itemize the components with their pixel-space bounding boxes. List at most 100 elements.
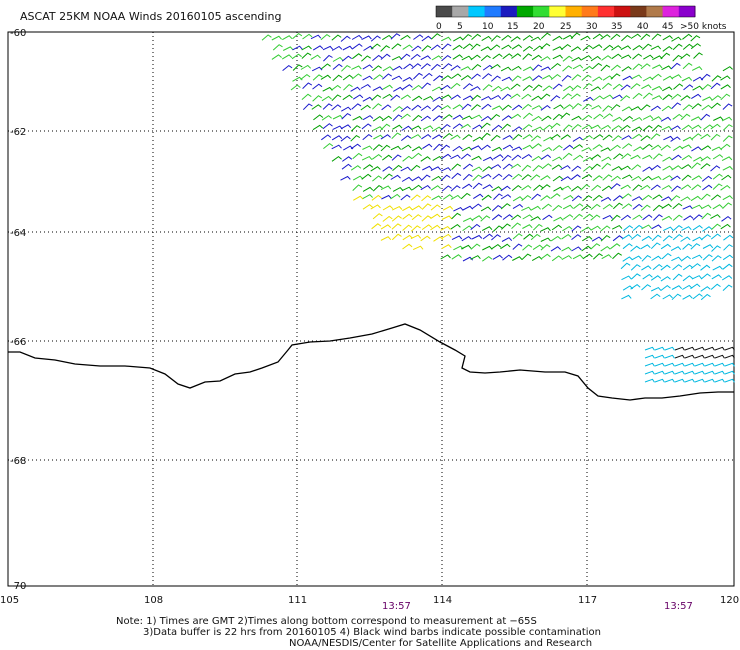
wind-barb [601, 254, 612, 260]
wind-barb [410, 53, 421, 60]
wind-barb [710, 214, 721, 220]
wind-barb [561, 233, 572, 240]
grid-lines [8, 32, 734, 586]
wind-barb [582, 253, 593, 260]
wind-barb [540, 227, 551, 232]
wind-barb [670, 136, 681, 142]
wind-barb [562, 124, 573, 131]
wind-barb [610, 144, 621, 151]
wind-barb [391, 233, 402, 241]
wind-barb [542, 214, 553, 221]
wind-barb [572, 136, 583, 142]
wind-barb [652, 55, 663, 61]
wind-barb [411, 184, 423, 191]
wind-barb [532, 64, 543, 71]
wind-barb [462, 173, 473, 181]
wind-barb [502, 134, 513, 140]
wind-barb [660, 276, 671, 282]
wind-barb [571, 56, 582, 62]
wind-barb [670, 175, 681, 181]
wind-barb [400, 194, 411, 201]
wind-barb [710, 82, 721, 90]
wind-barb [540, 104, 551, 111]
wind-barb [621, 294, 632, 300]
legend-swatch [533, 6, 550, 17]
wind-barb [611, 53, 622, 60]
wind-barb [571, 185, 582, 192]
wind-barb [581, 204, 592, 211]
wind-barb [532, 75, 543, 82]
wind-barb [482, 156, 494, 162]
wind-barb [571, 74, 582, 81]
wind-barb [674, 370, 685, 375]
wind-barb [630, 264, 641, 271]
wind-barb [651, 255, 662, 261]
wind-barb [462, 95, 474, 101]
wind-barb [440, 254, 451, 260]
wind-barb [632, 133, 643, 140]
wind-barb [390, 193, 401, 200]
wind-barb [502, 173, 513, 181]
wind-barb [531, 115, 542, 122]
wind-barb [322, 103, 333, 110]
wind-barb [420, 63, 431, 70]
legend-label-20: 20 [533, 22, 545, 32]
wind-barb [660, 284, 671, 291]
wind-barb [540, 32, 551, 39]
wind-barb [582, 195, 593, 202]
wind-barb [390, 33, 401, 40]
wind-barb [682, 275, 693, 282]
wind-barb [411, 205, 423, 211]
wind-barb [491, 204, 502, 212]
wind-barb [341, 112, 352, 120]
wind-barb [650, 275, 662, 281]
wind-barb [692, 85, 703, 91]
wind-barb [512, 243, 523, 250]
wind-barb [552, 156, 563, 162]
wind-barb [302, 82, 313, 89]
wind-barb [470, 86, 481, 91]
wind-barb [600, 234, 611, 242]
wind-barb [662, 235, 673, 242]
wind-barb [272, 44, 283, 51]
wind-barb [362, 194, 373, 200]
wind-barb [560, 185, 572, 191]
wind-barb [654, 378, 665, 383]
wind-barb [340, 135, 351, 142]
wind-barb [500, 243, 511, 250]
wind-barb [672, 233, 683, 241]
lat-label-64: -64 [10, 228, 26, 239]
wind-barb [420, 184, 431, 191]
wind-barb [630, 245, 641, 252]
wind-barb [522, 84, 533, 91]
wind-barb [391, 154, 402, 161]
wind-barb [720, 223, 731, 230]
wind-barb [420, 156, 431, 162]
wind-barb [561, 246, 572, 252]
wind-barb [691, 162, 701, 169]
wind-barb [392, 114, 403, 122]
wind-barb [641, 265, 652, 271]
wind-barb [292, 32, 303, 40]
wind-barb [472, 174, 483, 181]
wind-barb [582, 65, 593, 72]
wind-barb [690, 35, 701, 42]
wind-barb [490, 35, 501, 42]
wind-barb [724, 354, 735, 359]
wind-barb [490, 63, 501, 70]
wind-barb [522, 76, 533, 81]
wind-barb [704, 362, 715, 367]
wind-barb [391, 55, 403, 61]
wind-barb [671, 285, 683, 290]
wind-barb [630, 283, 641, 290]
wind-barb [430, 33, 441, 40]
wind-barb [620, 214, 632, 221]
wind-barb [521, 164, 532, 172]
wind-barb [712, 204, 723, 210]
wind-barb [512, 104, 523, 111]
wind-barb [382, 73, 392, 80]
lon-label-108: 108 [144, 595, 163, 606]
wind-barb [331, 84, 342, 91]
wind-barb [621, 66, 632, 72]
wind-barb [650, 293, 661, 300]
